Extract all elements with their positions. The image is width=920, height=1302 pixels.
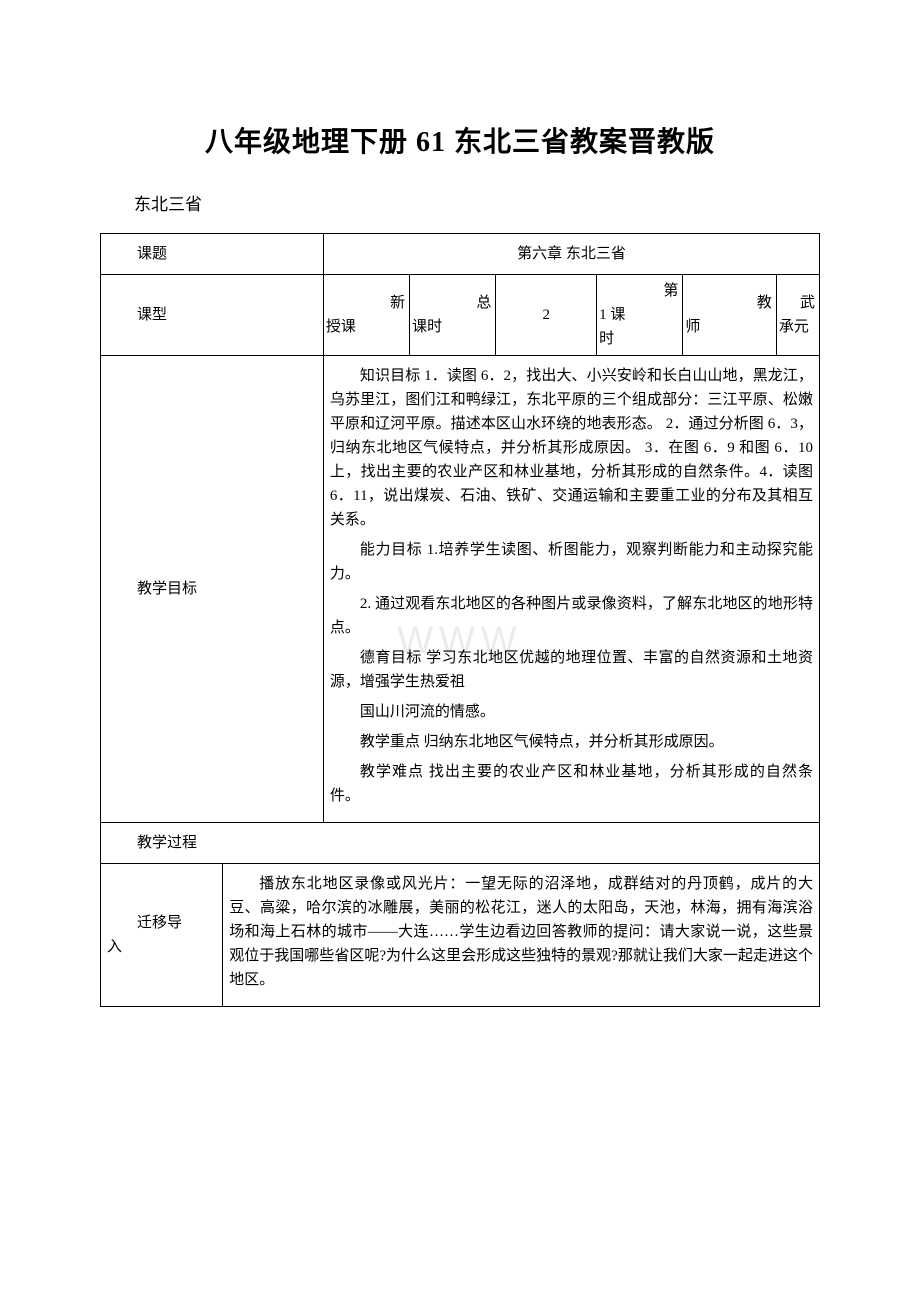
- cell-topic-label: 课题: [101, 234, 324, 275]
- cell-type-label: 课型: [101, 275, 324, 356]
- goal-moral-1: 德育目标 学习东北地区优越的地理位置、丰富的自然资源和土地资源，增强学生热爱祖: [330, 646, 813, 694]
- goal-moral-2: 国山川河流的情感。: [330, 700, 813, 724]
- cell-goals-body: 知识目标 1．读图 6．2，找出大、小兴安岭和长白山山地，黑龙江，乌苏里江，图们…: [323, 356, 819, 823]
- goal-difficulty: 教学难点 找出主要的农业产区和林业基地，分析其形成的自然条件。: [330, 760, 813, 808]
- cell-total-periods-label: 总 课时: [410, 275, 496, 356]
- goal-ability-2: 2. 通过观看东北地区的各种图片或录像资料，了解东北地区的地形特点。: [330, 592, 813, 640]
- page-subtitle: 东北三省: [100, 190, 820, 215]
- cell-total-periods-value: 2: [496, 275, 597, 356]
- cell-intro-label: 迁移导 入: [101, 864, 223, 1007]
- text: 师: [685, 315, 773, 339]
- text: 新: [326, 291, 407, 315]
- text: 第: [599, 279, 680, 303]
- table-row: 迁移导 入 播放东北地区录像或风光片：一望无际的沼泽地，成群结对的丹顶鹤，成片的…: [101, 864, 820, 1007]
- text: 授课: [326, 315, 407, 339]
- cell-period-number: 第 1 课 时: [597, 275, 683, 356]
- text: 迁移导: [107, 911, 216, 935]
- intro-text: 播放东北地区录像或风光片：一望无际的沼泽地，成群结对的丹顶鹤，成片的大豆、高粱，…: [229, 872, 813, 992]
- table-row: 教学目标 知识目标 1．读图 6．2，找出大、小兴安岭和长白山山地，黑龙江，乌苏…: [101, 356, 820, 823]
- text: 入: [107, 935, 216, 959]
- cell-goals-label: 教学目标: [101, 356, 324, 823]
- cell-topic-value: 第六章 东北三省: [323, 234, 819, 275]
- text: 时: [599, 327, 680, 351]
- text: 承元: [779, 315, 817, 339]
- text: 武: [779, 291, 817, 315]
- table-row: 教学过程: [101, 823, 820, 864]
- text: 总: [412, 291, 493, 315]
- goal-knowledge: 知识目标 1．读图 6．2，找出大、小兴安岭和长白山山地，黑龙江，乌苏里江，图们…: [330, 364, 813, 532]
- table-row: 课题 第六章 东北三省: [101, 234, 820, 275]
- page-title: 八年级地理下册 61 东北三省教案晋教版: [100, 120, 820, 160]
- text: 1 课: [599, 303, 680, 327]
- cell-new-teach: 新 授课: [323, 275, 409, 356]
- goal-keypoint: 教学重点 归纳东北地区气候特点，并分析其形成原因。: [330, 730, 813, 754]
- cell-intro-body: 播放东北地区录像或风光片：一望无际的沼泽地，成群结对的丹顶鹤，成片的大豆、高粱，…: [223, 864, 820, 1007]
- table-row: 课型 新 授课 总 课时 2 第 1 课 时 教 师: [101, 275, 820, 356]
- cell-teacher-label: 教 师: [683, 275, 776, 356]
- lesson-plan-table: 课题 第六章 东北三省 课型 新 授课 总 课时 2 第 1 课 时: [100, 233, 820, 1007]
- document-page: 八年级地理下册 61 东北三省教案晋教版 东北三省 课题 第六章 东北三省: [0, 0, 920, 1067]
- goal-ability-1: 能力目标 1.培养学生读图、析图能力，观察判断能力和主动探究能力。: [330, 538, 813, 586]
- text: 课时: [412, 315, 493, 339]
- cell-teacher-name: 武 承元: [776, 275, 819, 356]
- text: 教: [685, 291, 773, 315]
- cell-process-header: 教学过程: [101, 823, 820, 864]
